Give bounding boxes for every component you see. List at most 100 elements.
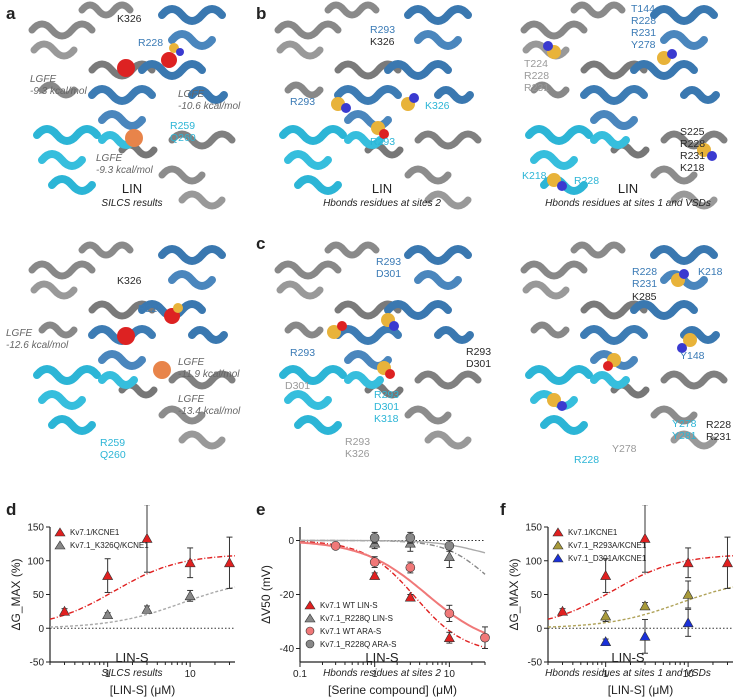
fit-curve (300, 539, 486, 554)
subcaption-c2: Hbonds residues at sites 1 and VSDs (545, 668, 711, 679)
x-tick-label: 1 (105, 669, 111, 680)
subcaption-a1: SILCS results (101, 198, 163, 209)
lgfe-label: LGFE -11.9 kcal/mol (178, 357, 240, 380)
data-point (444, 541, 455, 551)
chart-e: -40 -20 0 0.1 1 10 [Serine compound] (μM) ΔV50 … (259, 527, 490, 697)
legend-label: Kv7.1_K326Q/KCNE1 (70, 541, 149, 550)
residue-label: T144 R228 R231 Y278 (631, 3, 657, 51)
y-tick-label: 50 (33, 590, 45, 601)
chart-d: -50 0 50 100 150 1 10 [LIN-S] (μM) ΔG_MAX (%) Kv7… (9, 505, 236, 697)
y-tick-label: 150 (27, 523, 44, 534)
fit-curve (547, 586, 734, 628)
legend-label: Kv7.1_D301A/KCNE1 (568, 554, 647, 563)
residue-label: Y148 (680, 350, 705, 362)
data-point (639, 532, 651, 543)
protein-structure-b-lin-site2 (268, 0, 494, 225)
y-tick-label: 50 (531, 590, 543, 601)
legend-marker (305, 626, 315, 636)
panel-label-d: d (6, 500, 17, 519)
legend-marker (552, 527, 564, 537)
data-point (721, 557, 733, 568)
fit-curve (49, 586, 236, 628)
x-tick-label: 1 (372, 669, 378, 680)
ligand-sphere (125, 129, 143, 147)
x-tick-label: 10 (185, 669, 197, 680)
data-point (444, 608, 455, 619)
caption-a2: LIN-S (115, 650, 149, 665)
residue-label: R293 D301 (466, 346, 492, 370)
caption-a1: LIN (121, 181, 143, 196)
data-point (330, 541, 341, 551)
data-point (443, 551, 455, 561)
legend-marker (305, 639, 315, 649)
y-tick-label: -50 (528, 658, 543, 669)
legend-marker (54, 540, 66, 550)
residue-label: R228 (574, 175, 600, 187)
data-point (59, 605, 71, 616)
y-tick-label: -40 (280, 644, 295, 655)
x-tick-label: 10 (683, 669, 695, 680)
subcaption-b1: Hbonds residues at sites 2 (323, 198, 441, 209)
data-point (369, 532, 380, 543)
caption-b1: LIN (371, 181, 393, 196)
panel-label-c: c (256, 234, 266, 253)
fit-curve (299, 540, 486, 649)
panel-label-f: f (500, 500, 506, 519)
y-tick-label: 150 (525, 523, 542, 534)
legend-marker (552, 540, 564, 550)
legend-label: Kv7.1 WT LIN-S (320, 601, 378, 610)
residue-label: R293 D301 K318 (374, 389, 400, 425)
data-point (141, 532, 153, 543)
residue-label: R228 R231 (706, 419, 732, 443)
data-point (405, 532, 416, 543)
x-axis-label: [LIN-S] (μM) (110, 683, 176, 697)
residue-label: Q260 (170, 132, 196, 144)
data-point (184, 557, 196, 568)
residue-label: Y278 (612, 443, 637, 455)
ligand-sphere (161, 52, 177, 68)
data-point (443, 632, 455, 642)
fit-curve (49, 555, 236, 620)
residue-label: R293 (290, 347, 316, 359)
residue-label: K326 (370, 36, 395, 48)
panel-label-b: b (256, 4, 267, 23)
residue-label: K326 (117, 275, 142, 287)
data-point (600, 569, 612, 580)
y-axis-label: ΔG_MAX (%) (507, 558, 521, 630)
caption-c1: LIN-S (365, 650, 399, 665)
residue-label: R293 K326 (345, 436, 371, 460)
lgfe-label: LGFE -9.3 kcal/mol (30, 74, 87, 97)
data-point (639, 630, 651, 641)
residue-label: S225 R228 R231 K218 (680, 126, 706, 174)
residue-label: R259 (100, 437, 126, 449)
legend-marker (54, 527, 66, 537)
data-point (369, 557, 380, 567)
residue-label: R293 (370, 24, 396, 36)
lgfe-label: LGFE -12.6 kcal/mol (6, 328, 69, 351)
y-tick-label: 100 (525, 556, 542, 567)
data-point (184, 590, 196, 601)
chart-f: -50 0 50 100 150 1 10 [LIN-S] (μM) ΔG_MAX (%) Kv7… (507, 505, 734, 697)
data-point (102, 569, 114, 580)
caption-c2: LIN-S (611, 650, 645, 665)
residue-label: K326 (425, 100, 450, 112)
data-point (682, 557, 694, 568)
residue-label: T224 R228 R231 (524, 58, 550, 94)
data-point (405, 562, 416, 573)
lgfe-label: LGFE -9.3 kcal/mol (96, 153, 153, 176)
data-point (480, 632, 490, 643)
y-axis-label: ΔG_MAX (%) (9, 558, 23, 630)
legend-label: Kv7.1_R228Q LIN-S (320, 614, 393, 623)
legend-label: Kv7.1_R228Q ARA-S (320, 640, 396, 649)
residue-label: Y278 Y281 (672, 418, 697, 442)
residue-label: Q260 (100, 449, 126, 461)
y-tick-label: 100 (27, 556, 44, 567)
residue-label: D301 (285, 380, 311, 392)
data-point (639, 600, 651, 611)
data-point (557, 605, 569, 616)
x-axis-label: [LIN-S] (μM) (608, 683, 674, 697)
y-axis-label: ΔV50 (mV) (259, 565, 273, 624)
ligand-sphere (117, 59, 135, 77)
data-point (369, 569, 381, 580)
x-axis-label: [Serine compound] (μM) (328, 683, 457, 697)
